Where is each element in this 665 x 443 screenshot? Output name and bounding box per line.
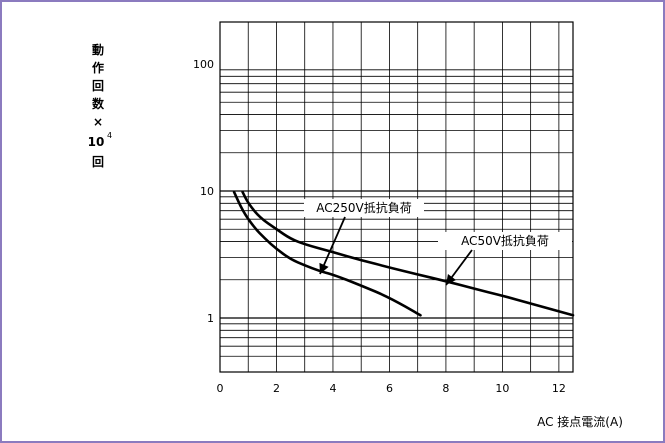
y-axis-label-char: 数 bbox=[92, 96, 105, 111]
series-line-0 bbox=[232, 190, 422, 317]
y-tick-label: 10 bbox=[200, 185, 214, 198]
x-tick-label: 8 bbox=[442, 382, 449, 395]
series-layer bbox=[232, 190, 575, 317]
x-tick-label: 10 bbox=[495, 382, 509, 395]
x-tick-label: 12 bbox=[552, 382, 566, 395]
annotations: AC250V抵抗負荷 AC50V抵抗負荷 bbox=[304, 199, 572, 286]
annotation-arrow-head bbox=[319, 262, 329, 274]
x-tick-label: 4 bbox=[329, 382, 336, 395]
annotation-label: AC250V抵抗負荷 bbox=[316, 200, 412, 215]
y-axis-unit-exponent: 4 bbox=[107, 131, 112, 140]
annotation-arrow bbox=[319, 216, 346, 275]
x-tick-label: 6 bbox=[386, 382, 393, 395]
y-axis-label-char: × bbox=[93, 115, 103, 129]
y-axis-label-char: 回 bbox=[92, 79, 104, 93]
grid bbox=[220, 22, 573, 372]
series-line-1 bbox=[241, 190, 575, 317]
axes bbox=[219, 21, 574, 373]
y-axis-unit-base: 10 bbox=[88, 135, 105, 149]
y-axis-label-char: 作 bbox=[92, 60, 104, 75]
plot-border bbox=[219, 21, 574, 373]
y-axis-unit-suffix: 回 bbox=[92, 155, 104, 169]
annotation-box bbox=[438, 232, 572, 250]
annotation-box bbox=[304, 199, 424, 217]
x-tick-label: 0 bbox=[217, 382, 224, 395]
y-axis-label-char: 動 bbox=[92, 42, 104, 57]
annotation-label: AC50V抵抗負荷 bbox=[461, 233, 549, 248]
x-tick-label: 2 bbox=[273, 382, 280, 395]
y-tick-label: 100 bbox=[193, 58, 214, 71]
annotation-arrow-head bbox=[446, 273, 456, 285]
x-axis-label: AC 接点電流(A) bbox=[537, 414, 623, 429]
y-tick-label: 1 bbox=[207, 312, 214, 325]
